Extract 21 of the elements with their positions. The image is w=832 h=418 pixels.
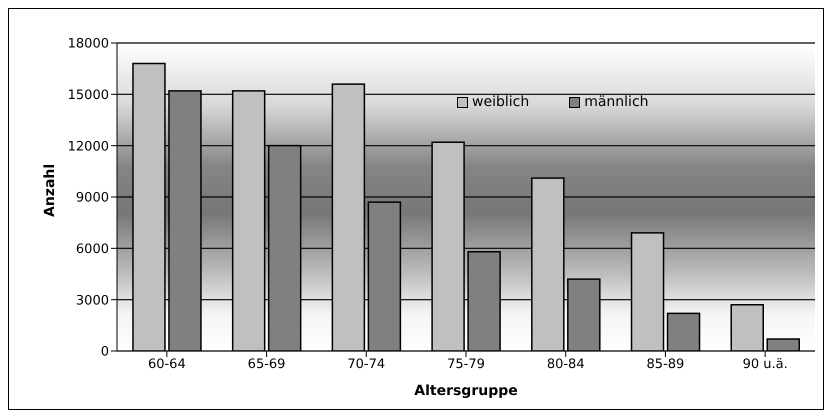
x-tick-label: 75-79: [447, 357, 485, 372]
x-tick-label: 85-89: [646, 357, 684, 372]
bar: [730, 304, 764, 351]
y-axis-title: Anzahl: [42, 164, 58, 217]
x-axis-title: Altersgruppe: [414, 383, 518, 399]
legend-label: männlich: [583, 94, 649, 110]
bar: [766, 338, 800, 351]
bar: [666, 312, 700, 351]
x-tick-label: 90 u.ä.: [742, 357, 788, 372]
y-tick-label: 0: [100, 344, 109, 360]
y-tick-label: 12000: [68, 139, 109, 154]
y-tick-label: 9000: [76, 190, 109, 206]
legend-label: weiblich: [471, 94, 530, 110]
x-tick-label: 60-64: [148, 357, 186, 372]
y-tick-label: 15000: [68, 88, 109, 103]
x-tick-label: 70-74: [347, 357, 386, 372]
x-tick-label: 80-84: [546, 357, 585, 372]
y-tick-label: 18000: [68, 36, 109, 52]
y-tick-label: 6000: [76, 242, 109, 257]
y-tick-label: 3000: [76, 293, 109, 308]
x-tick-label: 65-69: [248, 357, 286, 372]
